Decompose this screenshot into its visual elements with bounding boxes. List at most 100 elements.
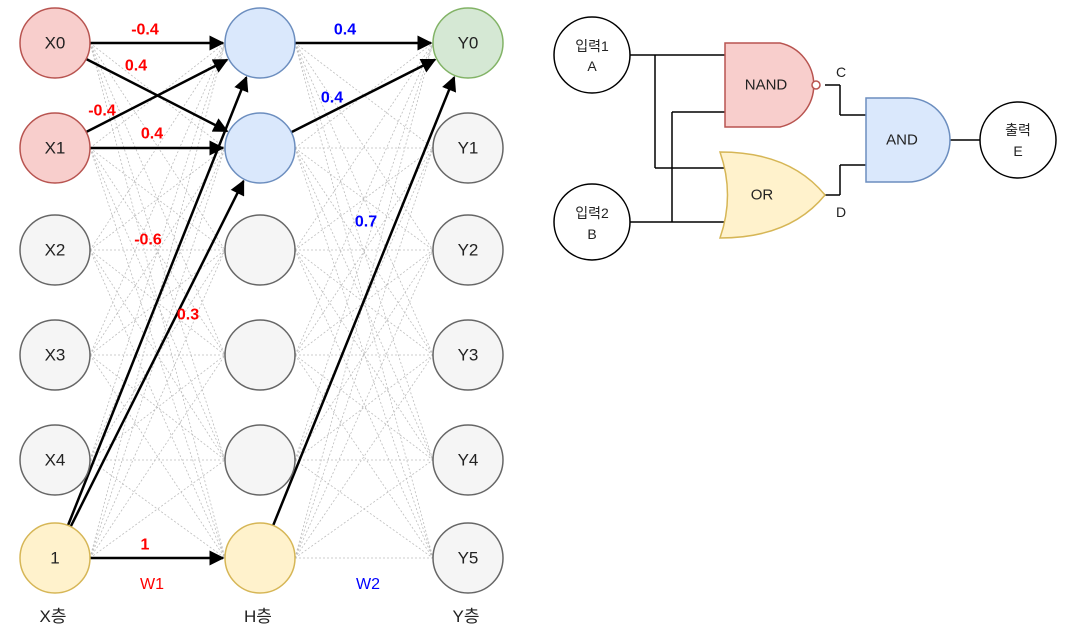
w2-dotted-edge xyxy=(294,249,434,559)
h-node-1 xyxy=(224,112,296,184)
nand-bubble xyxy=(811,80,821,90)
w2-dotted-edge xyxy=(294,42,434,461)
w1-dotted-edge xyxy=(89,354,226,559)
w1-weight-label: -0.6 xyxy=(134,232,162,249)
w2-dotted-edge xyxy=(294,249,434,356)
weight-labels: -0.4 0.4 -0.4 0.4 -0.6 0.3 1 0.4 0.4 0.7 xyxy=(88,22,377,554)
w2-weight-label: 0.4 xyxy=(321,90,343,107)
input-b-title: 입력2 xyxy=(575,205,609,221)
x-node-label: X3 xyxy=(45,346,66,365)
w2-dotted-edge xyxy=(294,42,434,251)
w1-label: W1 xyxy=(140,576,164,593)
w1-weight-label: 0.3 xyxy=(177,307,199,324)
w2-dotted-edge xyxy=(294,42,434,461)
w1-dotted-edge xyxy=(89,42,226,559)
h-layer-label: H층 xyxy=(244,607,272,626)
input-a-title: 입력1 xyxy=(575,38,609,54)
h-node-2 xyxy=(224,214,296,286)
w2-weighted-arrow xyxy=(290,58,437,134)
w1-weight-label: 0.4 xyxy=(125,58,147,75)
or-label: OR xyxy=(751,187,774,204)
x-node-3 xyxy=(19,319,91,391)
w2-dotted-edge xyxy=(294,42,434,149)
y-node-1 xyxy=(432,112,504,184)
w2-dotted-edge xyxy=(294,147,434,559)
w2-dotted-edge xyxy=(294,42,434,559)
w2-dotted-edge xyxy=(294,354,434,559)
w2-dotted-edge xyxy=(294,147,434,461)
w1-dotted-edge xyxy=(89,42,226,356)
x-node-label: X1 xyxy=(45,139,66,158)
input-a-name: A xyxy=(587,58,597,74)
input-b-name: B xyxy=(587,226,596,242)
w2-dotted-edge xyxy=(294,249,434,461)
y-layer-label: Y층 xyxy=(453,607,480,626)
w1-dotted-edge xyxy=(89,147,226,356)
x-node-2 xyxy=(19,214,91,286)
x-node-5 xyxy=(19,522,91,594)
x-node-label: 1 xyxy=(50,549,59,568)
w1-dotted-edge xyxy=(89,249,226,559)
w1-dotted-edge xyxy=(89,42,226,559)
nand-label: NAND xyxy=(745,77,788,94)
w2-dotted-edge xyxy=(294,354,434,461)
w1-weight-label: -0.4 xyxy=(88,103,116,120)
x-node-1 xyxy=(19,112,91,184)
w2-dotted-edge xyxy=(294,147,434,461)
y-node-0 xyxy=(432,7,504,79)
w2-dotted-edge xyxy=(294,147,434,356)
y-node-label: Y1 xyxy=(458,139,479,158)
input-b-node xyxy=(553,183,631,261)
w2-dotted-edge xyxy=(294,42,434,559)
w1-dotted-edge xyxy=(89,42,226,251)
output-e-title: 출력 xyxy=(1005,122,1031,138)
y-node-label: Y0 xyxy=(458,34,479,53)
and-label: AND xyxy=(886,132,918,149)
w2-weighted-arrow xyxy=(271,75,457,527)
dotted-connection-lines xyxy=(89,42,434,559)
or-gate xyxy=(718,151,826,239)
x-node-label: X0 xyxy=(45,34,66,53)
h-node-4 xyxy=(224,424,296,496)
w1-dotted-edge xyxy=(89,42,226,461)
y-node-label: Y4 xyxy=(458,451,479,470)
h-node-5 xyxy=(224,522,296,594)
y-node-label: Y2 xyxy=(458,241,479,260)
w1-dotted-edge xyxy=(89,42,226,461)
w1-weighted-arrow xyxy=(69,179,245,528)
y-node-3 xyxy=(432,319,504,391)
x-node-label: X2 xyxy=(45,241,66,260)
w1-weighted-arrow xyxy=(85,58,229,134)
y-node-5 xyxy=(432,522,504,594)
w2-weight-label: 0.7 xyxy=(355,214,377,231)
w1-weight-label: 1 xyxy=(141,537,150,554)
w1-dotted-edge xyxy=(89,147,226,356)
w2-dotted-edge xyxy=(294,354,434,559)
output-e-node xyxy=(979,101,1057,179)
w2-dotted-edge xyxy=(294,42,434,356)
w2-dotted-edge xyxy=(294,42,434,149)
x-node-4 xyxy=(19,424,91,496)
y-node-2 xyxy=(432,214,504,286)
w1-weight-label: 0.4 xyxy=(141,126,163,143)
output-e-name: E xyxy=(1013,143,1022,159)
logic-circuit: NAND OR AND C D 입력1 A 입력2 B 출력 E xyxy=(553,16,1057,261)
w2-dotted-edge xyxy=(294,459,434,559)
y-node-label: Y3 xyxy=(458,346,479,365)
x-node-0 xyxy=(19,7,91,79)
w2-dotted-edge xyxy=(294,249,434,356)
h-node-3 xyxy=(224,319,296,391)
wire-d-label: D xyxy=(836,204,846,220)
input-a-node xyxy=(553,16,631,94)
w1-weight-label: -0.4 xyxy=(131,22,159,39)
w2-dotted-edge xyxy=(294,354,434,461)
h-node-0 xyxy=(224,7,296,79)
weighted-connection-arrows xyxy=(66,35,457,566)
w2-weight-label: 0.4 xyxy=(334,22,356,39)
w2-label: W2 xyxy=(356,576,380,593)
wire-c-label: C xyxy=(836,64,846,80)
w1-dotted-edge xyxy=(89,147,226,461)
y-node-4 xyxy=(432,424,504,496)
w2-dotted-edge xyxy=(294,42,434,356)
